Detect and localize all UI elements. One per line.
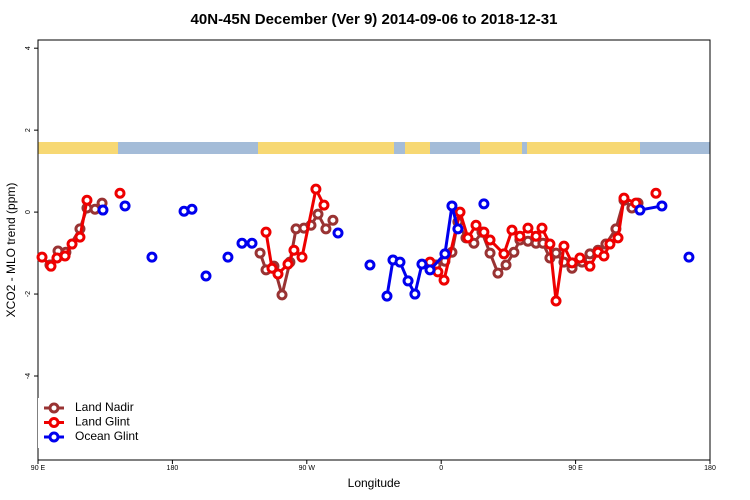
point [478, 198, 490, 210]
point [381, 290, 393, 302]
legend-swatch-point [48, 431, 60, 443]
point [97, 204, 109, 216]
point [522, 222, 534, 234]
point [222, 251, 234, 263]
x-tick-label: 90 W [299, 465, 316, 472]
point [320, 223, 332, 235]
point [683, 251, 695, 263]
point [618, 192, 630, 204]
point [74, 231, 86, 243]
point [604, 238, 616, 250]
point [312, 208, 324, 220]
point [276, 289, 288, 301]
point [81, 194, 93, 206]
point [327, 214, 339, 226]
point [612, 232, 624, 244]
x-tick-label: 180 [704, 465, 716, 472]
point [439, 248, 451, 260]
point [558, 240, 570, 252]
point [462, 232, 474, 244]
point [530, 230, 542, 242]
point [146, 251, 158, 263]
point [500, 259, 512, 271]
point [536, 222, 548, 234]
point [598, 250, 610, 262]
y-axis-label: XCO2 - MLO trend (ppm) [4, 183, 18, 318]
point [45, 260, 57, 272]
y-tick-label: -2 [25, 291, 32, 297]
point [544, 238, 556, 250]
x-tick-label: 180 [167, 465, 179, 472]
point [484, 234, 496, 246]
plot-frame [37, 39, 711, 461]
x-tick-label: 0 [439, 465, 443, 472]
point [452, 223, 464, 235]
point [424, 264, 436, 276]
point [416, 258, 428, 270]
surface-strip [38, 142, 710, 154]
x-axis-label: Longitude [348, 476, 401, 490]
point [296, 251, 308, 263]
point [310, 183, 322, 195]
point [492, 267, 504, 279]
point [246, 237, 258, 249]
y-tick-label: 4 [25, 46, 32, 50]
point [550, 295, 562, 307]
point [478, 226, 490, 238]
y-tick-label: 2 [25, 128, 32, 132]
point [272, 268, 284, 280]
point [438, 274, 450, 286]
point [574, 252, 586, 264]
legend-label: Ocean Glint [75, 429, 139, 443]
legend-label: Land Nadir [75, 400, 134, 414]
point [484, 247, 496, 259]
point [508, 246, 520, 258]
point [36, 251, 48, 263]
point [656, 200, 668, 212]
point [364, 259, 376, 271]
point [514, 230, 526, 242]
point [409, 288, 421, 300]
point [634, 204, 646, 216]
point [305, 219, 317, 231]
point [236, 237, 248, 249]
point [498, 248, 510, 260]
point [394, 256, 406, 268]
legend-swatch-point [48, 402, 60, 414]
point [318, 199, 330, 211]
point [119, 200, 131, 212]
y-tick-label: 0 [25, 210, 32, 214]
legend-label: Land Glint [75, 415, 130, 429]
chart-title: 40N-45N December (Ver 9) 2014-09-06 to 2… [191, 11, 558, 28]
x-tick-label: 90 E [31, 465, 46, 472]
point [454, 206, 466, 218]
point [446, 200, 458, 212]
point [470, 219, 482, 231]
point [114, 187, 126, 199]
point [282, 258, 294, 270]
point [59, 250, 71, 262]
point [650, 187, 662, 199]
point [66, 238, 78, 250]
point [584, 260, 596, 272]
point [186, 203, 198, 215]
point [254, 247, 266, 259]
point [332, 227, 344, 239]
y-tick-label: -4 [25, 373, 32, 379]
point [566, 257, 578, 269]
point [260, 226, 272, 238]
point [550, 247, 562, 259]
point [402, 275, 414, 287]
x-tick-label: 90 E [568, 465, 583, 472]
point [506, 224, 518, 236]
point [288, 244, 300, 256]
point [200, 270, 212, 282]
legend-swatch-point [48, 417, 60, 428]
